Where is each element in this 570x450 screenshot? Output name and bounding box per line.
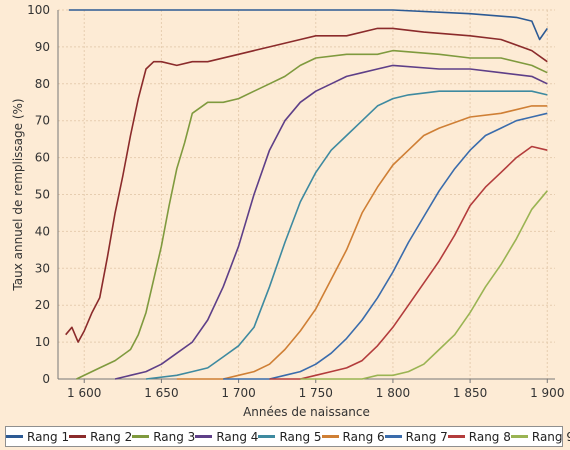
legend-label: Rang 6 (342, 429, 385, 444)
legend-item-rang-8: Rang 8 (447, 429, 511, 444)
series-line-rang-6 (176, 105, 548, 380)
x-tick-label: 1 750 (299, 386, 333, 400)
series-line-rang-1 (68, 9, 548, 41)
legend-swatch (384, 435, 402, 438)
x-axis-label: Années de naissance (243, 405, 370, 419)
legend-label: Rang 8 (468, 429, 511, 444)
y-tick-label: 30 (35, 261, 50, 275)
series-line-rang-5 (145, 90, 548, 380)
series-line-rang-2 (65, 27, 548, 343)
legend-item-rang-7: Rang 7 (384, 429, 448, 444)
y-tick-label: 60 (35, 151, 50, 165)
legend-swatch (132, 435, 150, 438)
series-line-rang-8 (269, 145, 548, 380)
legend-item-rang-4: Rang 4 (195, 430, 258, 444)
legend-swatch (447, 435, 465, 438)
x-tick-label: 1 700 (221, 386, 255, 400)
x-tick-label: 1 900 (530, 386, 564, 400)
y-axis-label: Taux annuel de remplissage (%) (11, 98, 25, 291)
x-tick-label: 1 800 (376, 386, 410, 400)
legend-item-rang-6: Rang 6 (321, 429, 385, 444)
y-tick-label: 0 (42, 372, 50, 386)
y-tick-label: 70 (35, 114, 50, 128)
legend-swatch (321, 435, 339, 438)
y-tick-label: 10 (35, 335, 50, 349)
y-tick-label: 40 (35, 224, 50, 238)
y-tick-label: 50 (35, 188, 50, 202)
legend-item-rang-1: Rang 1 (6, 430, 69, 444)
y-tick-label: 80 (35, 77, 50, 91)
series-line-rang-3 (76, 49, 548, 380)
y-tick-label: 20 (35, 298, 50, 312)
legend-swatch (6, 435, 23, 438)
x-tick-label: 1 600 (67, 386, 101, 400)
y-tick-label: 90 (35, 40, 50, 54)
legend-label: Rang 7 (405, 429, 448, 444)
legend-label: Rang 3 (153, 429, 196, 444)
series-line-rang-7 (223, 112, 548, 380)
legend-item-rang-9: Rang 9 (510, 429, 570, 444)
legend-item-rang-3: Rang 3 (132, 430, 195, 444)
legend-label: Rang 9 (531, 429, 570, 444)
legend-label: Rang 1 (27, 429, 70, 444)
x-tick-label: 1 850 (453, 386, 487, 400)
y-tick-label: 100 (27, 3, 50, 17)
x-tick-label: 1 650 (144, 386, 178, 400)
legend-label: Rang 5 (279, 429, 322, 444)
legend-label: Rang 4 (216, 429, 259, 444)
chart-legend: Rang 1 Rang 2 Rang 3 Rang 4 Rang 5 Rang 6 Rang… (5, 426, 570, 447)
legend-swatch (195, 435, 213, 438)
legend-swatch (258, 435, 276, 438)
series-line-rang-9 (300, 190, 548, 380)
legend-label: Rang 2 (90, 429, 133, 444)
legend-swatch (69, 435, 87, 438)
legend-swatch (510, 435, 528, 438)
legend-item-rang-5: Rang 5 (258, 429, 322, 444)
series-line-rang-4 (114, 64, 548, 380)
legend-item-rang-2: Rang 2 (69, 430, 132, 444)
line-chart: 0 10 20 30 40 50 60 70 80 90 100 1 600 1 650 1 700 1 7… (11, 3, 564, 419)
